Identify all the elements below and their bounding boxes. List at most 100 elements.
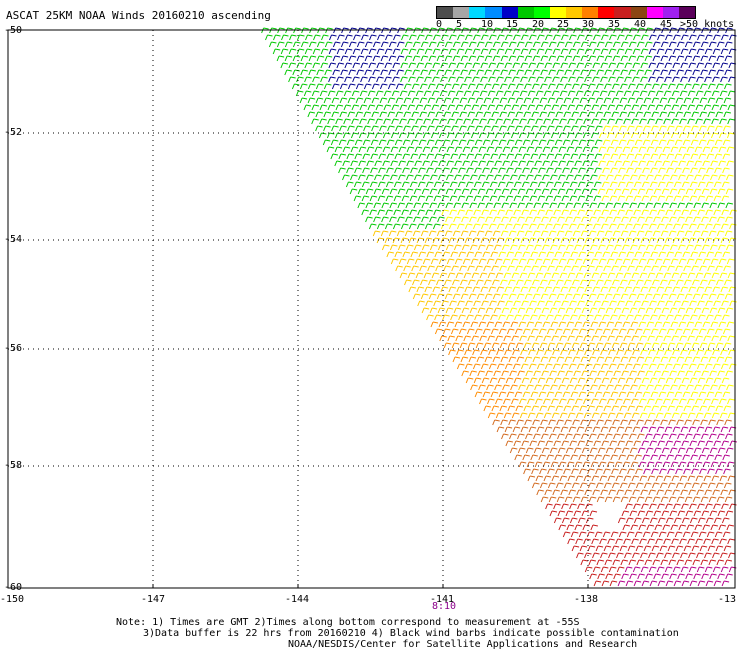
- wind-barb: [501, 433, 509, 440]
- wind-barb: [553, 209, 561, 216]
- wind-barb: [343, 90, 352, 97]
- wind-barb: [569, 300, 577, 307]
- wind-barb: [695, 272, 704, 279]
- wind-barb: [480, 286, 488, 293]
- wind-barb: [403, 125, 411, 132]
- wind-barb: [669, 573, 677, 580]
- wind-barb: [603, 405, 611, 412]
- wind-barb: [622, 174, 630, 181]
- wind-barb: [556, 230, 565, 237]
- wind-barb: [675, 545, 684, 552]
- wind-barb: [461, 370, 469, 377]
- wind-barb: [543, 272, 552, 279]
- wind-barb: [598, 174, 606, 181]
- wind-barb: [399, 90, 408, 97]
- wind-barb: [473, 300, 481, 307]
- wind-barb: [481, 209, 489, 216]
- wind-barb: [634, 153, 643, 160]
- wind-barb: [729, 300, 737, 307]
- wind-barb: [641, 440, 649, 447]
- wind-barb: [554, 328, 563, 335]
- wind-barb: [691, 545, 700, 552]
- wind-barb: [476, 41, 485, 48]
- wind-barb: [662, 461, 671, 468]
- wind-barb: [497, 209, 505, 216]
- wind-barb: [525, 216, 533, 223]
- wind-barb: [548, 83, 556, 90]
- wind-barb: [446, 258, 455, 265]
- wind-barb: [683, 125, 691, 132]
- wind-barb: [646, 524, 654, 531]
- wind-barb: [592, 286, 600, 293]
- wind-barb: [588, 69, 596, 76]
- wind-barb: [625, 34, 633, 41]
- wind-barb: [595, 125, 603, 132]
- wind-barb: [654, 174, 662, 181]
- wind-barb: [523, 125, 531, 132]
- wind-barb: [589, 188, 598, 195]
- wind-barb: [617, 440, 625, 447]
- wind-barb: [685, 447, 694, 454]
- wind-barb: [621, 447, 630, 454]
- wind-barb: [667, 342, 676, 349]
- wind-barb: [394, 139, 403, 146]
- wind-barb: [686, 258, 695, 265]
- wind-barb: [383, 90, 392, 97]
- wind-barb: [353, 34, 361, 41]
- wind-barb: [667, 482, 676, 489]
- wind-barb: [685, 510, 694, 517]
- wind-barb: [495, 90, 504, 97]
- wind-barb: [628, 496, 637, 503]
- wind-barb: [379, 111, 387, 118]
- wind-barb: [722, 153, 731, 160]
- wind-barb: [551, 118, 559, 125]
- wind-barb: [643, 125, 651, 132]
- wind-barb: [512, 48, 521, 55]
- wind-barb: [703, 412, 712, 419]
- wind-barb: [478, 132, 487, 139]
- wind-barb: [651, 342, 660, 349]
- wind-barb: [663, 118, 671, 125]
- wind-barb: [649, 34, 657, 41]
- wind-barb: [573, 188, 582, 195]
- wind-barb: [550, 174, 558, 181]
- wind-barb: [520, 62, 528, 69]
- wind-barb: [501, 307, 510, 314]
- wind-barb: [659, 342, 668, 349]
- wind-barb: [567, 118, 575, 125]
- wind-barb: [701, 447, 710, 454]
- wind-barb: [517, 307, 526, 314]
- wind-barb: [514, 314, 522, 321]
- wind-barb: [578, 167, 586, 174]
- wind-barb: [469, 202, 477, 209]
- wind-barb: [350, 146, 359, 153]
- wind-barb: [547, 342, 556, 349]
- wind-barb: [560, 48, 569, 55]
- wind-barb: [612, 419, 620, 426]
- wind-barb: [394, 153, 402, 160]
- wind-barb: [504, 62, 512, 69]
- wind-barb: [487, 118, 495, 125]
- wind-barb: [500, 41, 509, 48]
- wind-barb: [594, 328, 603, 335]
- wind-barb: [691, 125, 699, 132]
- wind-barb: [619, 482, 628, 489]
- wind-barb: [582, 132, 591, 139]
- wind-barb: [585, 195, 594, 202]
- wind-barb: [669, 202, 677, 209]
- wind-barb: [504, 286, 512, 293]
- wind-barb: [673, 377, 682, 384]
- wind-barb: [296, 76, 304, 83]
- wind-barb: [677, 573, 685, 580]
- wind-barb: [618, 251, 626, 258]
- wind-barb: [423, 90, 432, 97]
- wind-barb: [687, 104, 696, 111]
- wind-barb: [513, 300, 521, 307]
- wind-barb: [338, 139, 347, 146]
- wind-barb: [616, 566, 625, 573]
- wind-barb: [518, 384, 526, 391]
- wind-barb: [307, 97, 316, 104]
- wind-barb: [596, 419, 604, 426]
- wind-barb: [630, 132, 639, 139]
- wind-barb: [424, 62, 432, 69]
